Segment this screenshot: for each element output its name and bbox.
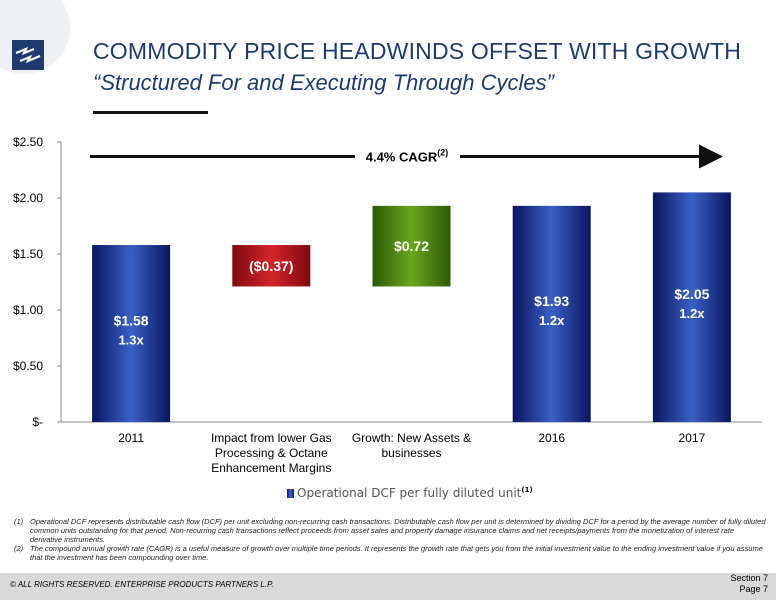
bar-value-label: $0.72 <box>394 238 429 254</box>
bar-total <box>652 192 731 422</box>
x-tick-label: 2017 <box>679 431 706 445</box>
cagr-label: 4.4% CAGR(2) <box>366 148 449 165</box>
page-footer: © ALL RIGHTS RESERVED. ENTERPRISE PRODUC… <box>0 570 776 600</box>
y-tick-label: $2.00 <box>13 191 43 205</box>
y-tick-label: $2.50 <box>13 135 43 149</box>
footnotes: (1) Operational DCF represents distribut… <box>14 517 766 562</box>
title-underline <box>93 111 208 114</box>
footnote-1: (1) Operational DCF represents distribut… <box>14 517 766 544</box>
bar-increase <box>372 205 451 287</box>
legend-footnote-ref: (1) <box>521 486 533 494</box>
bar-total <box>92 245 171 422</box>
chart-legend: Operational DCF per fully diluted unit(1… <box>287 486 533 500</box>
x-axis-labels: 2011 Impact from lower Gas Processing & Oc… <box>118 431 705 475</box>
y-tick-label: $0.50 <box>13 359 43 373</box>
bar-total <box>512 205 591 422</box>
footnote-text: Operational DCF represents distributable… <box>30 517 766 544</box>
company-logo-icon <box>12 40 44 70</box>
bar-series: $1.58 1.3x ($0.37) $0.72 $1.93 1.2x $2.05 1.2x <box>92 192 731 422</box>
bar-value-label: $2.05 <box>674 286 709 302</box>
section-page-number: Section 7 Page 7 <box>730 573 768 595</box>
legend-label: Operational DCF per fully diluted unit <box>297 486 522 500</box>
dcf-waterfall-chart: $- $0.50 $1.00 $1.50 $2.00 $2.50 $1.58 1.3x ($0… <box>13 135 762 475</box>
footnote-2: (2) The compound annual growth rate (CAG… <box>14 544 766 562</box>
page-subtitle: “Structured For and Executing Through Cy… <box>93 70 554 95</box>
page-title: COMMODITY PRICE HEADWINDS OFFSET WITH GR… <box>93 38 742 64</box>
bar-coverage-label: 1.3x <box>118 333 144 348</box>
footnote-number: (1) <box>14 517 24 526</box>
copyright-text: © ALL RIGHTS RESERVED. ENTERPRISE PRODUC… <box>10 580 274 589</box>
footnote-number: (2) <box>14 544 24 553</box>
y-tick-label: $- <box>32 415 43 429</box>
page-label: Page 7 <box>739 584 768 594</box>
x-tick-label: 2011 <box>118 431 144 445</box>
bar-value-label: $1.93 <box>534 293 569 309</box>
bar-coverage-label: 1.2x <box>679 306 705 321</box>
legend-swatch <box>287 489 294 498</box>
bar-decrease <box>232 245 311 287</box>
cagr-annotation: 4.4% CAGR(2) <box>90 144 723 169</box>
bar-value-label: $1.58 <box>114 313 149 329</box>
section-label: Section 7 <box>730 573 768 583</box>
bar-value-label: ($0.37) <box>249 258 293 274</box>
x-tick-label: 2016 <box>538 431 565 445</box>
x-tick-label: Impact from lower Gas Processing & Octane… <box>211 431 332 475</box>
x-tick-label: Growth: New Assets & businesses <box>352 431 471 460</box>
bar-coverage-label: 1.2x <box>539 313 565 328</box>
y-tick-label: $1.00 <box>13 303 43 317</box>
y-tick-label: $1.50 <box>13 247 43 261</box>
y-axis: $- $0.50 $1.00 $1.50 $2.00 $2.50 <box>13 135 762 429</box>
footnote-text: The compound annual growth rate (CAGR) i… <box>30 544 763 562</box>
